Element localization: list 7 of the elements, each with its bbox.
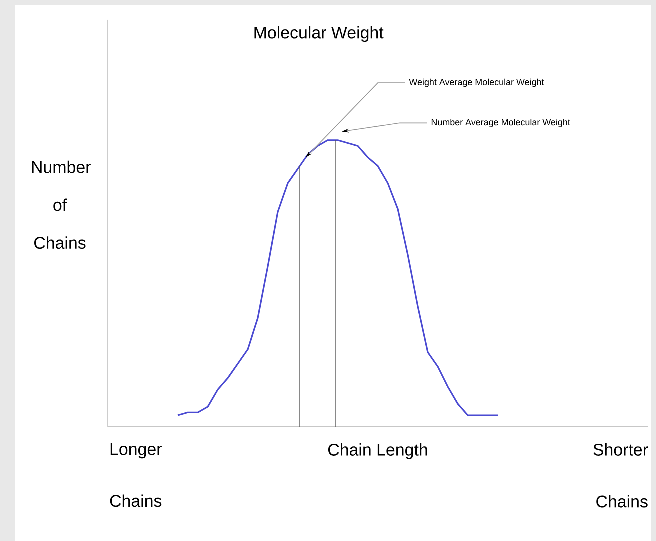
- text: Number Average Molecular Weight: [432, 118, 570, 128]
- text: Number of Chains: [32, 160, 91, 250]
- text: Shorter Chains: [594, 444, 648, 508]
- x-axis-title: Chain Length: [328, 444, 428, 460]
- text: Longer Chains: [110, 444, 162, 508]
- chart-title: Molecular Weight: [254, 26, 384, 42]
- text: Weight Average Molecular Weight: [409, 78, 544, 88]
